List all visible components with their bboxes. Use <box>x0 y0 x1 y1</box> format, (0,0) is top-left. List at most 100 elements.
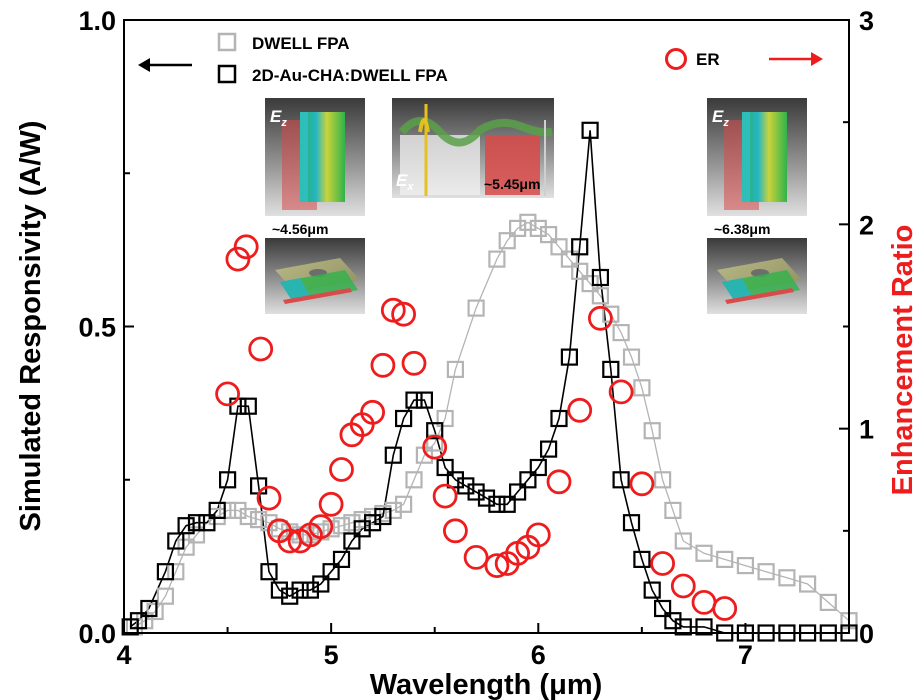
inset-left-wavelength-label: ~4.56μm <box>272 221 328 237</box>
legend-marker-er <box>665 48 687 70</box>
data-point-square <box>571 262 589 280</box>
data-point-square <box>539 440 558 458</box>
data-point-square <box>612 471 630 489</box>
y-axis-title: Simulated Responsivity (A/W) <box>15 121 47 532</box>
data-point-circle <box>370 352 396 378</box>
data-point-square <box>498 232 516 250</box>
left-axis-arrow-icon <box>138 58 192 72</box>
y2-tick-label: 3 <box>859 6 874 36</box>
data-point-square <box>643 422 661 440</box>
data-point-square <box>498 495 516 513</box>
data-point-square <box>374 507 392 526</box>
x-tick-label: 6 <box>531 640 546 670</box>
data-point-circle <box>442 518 468 544</box>
data-point-square <box>426 422 444 440</box>
series-line-1 <box>129 130 849 634</box>
legend-label-er: ER <box>696 50 720 69</box>
data-point-square <box>156 587 174 605</box>
inset-left-structure <box>265 238 365 314</box>
inset-left-field-label: Ez <box>270 107 287 129</box>
data-point-square <box>633 550 651 569</box>
data-point-square <box>436 458 454 477</box>
inset-right-field: Ez <box>707 98 807 216</box>
data-point-circle <box>432 483 458 509</box>
data-point-square <box>653 599 672 618</box>
data-point-square <box>415 391 433 409</box>
legend-marker-dwell <box>217 32 237 52</box>
data-point-square <box>581 275 599 293</box>
data-point-square <box>436 409 454 428</box>
y2-tick-label: 0 <box>859 619 874 649</box>
data-point-square <box>260 563 278 581</box>
data-point-circle <box>484 553 510 578</box>
data-point-circle <box>256 485 282 511</box>
data-point-square <box>353 510 371 529</box>
data-point-circle <box>308 514 334 540</box>
y2-tick-label: 1 <box>859 415 874 445</box>
inset-left-field: Ez <box>265 98 365 216</box>
data-point-circle <box>233 234 259 260</box>
data-point-square <box>591 287 610 305</box>
x-axis-title: Wavelength (μm) <box>370 669 603 700</box>
legend-label-2d-au-cha: 2D-Au-CHA:DWELL FPA <box>252 66 448 85</box>
legend-label-dwell: DWELL FPA <box>252 34 350 53</box>
data-point-square <box>757 563 775 581</box>
data-point-square <box>612 324 630 342</box>
data-point-square <box>395 409 413 428</box>
legend: DWELL FPA 2D-Au-CHA:DWELL FPA ER <box>138 32 823 85</box>
data-point-square <box>395 495 413 513</box>
data-point-circle <box>670 573 696 599</box>
data-point-circle <box>215 381 241 407</box>
y-tick-label: 0.5 <box>78 313 116 343</box>
data-point-square <box>239 507 257 526</box>
data-point-square <box>550 238 568 256</box>
data-point-square <box>146 602 164 621</box>
data-point-circle <box>401 350 427 376</box>
data-point-square <box>364 514 382 532</box>
data-point-circle <box>525 522 551 548</box>
data-point-circle <box>588 305 613 331</box>
data-point-square <box>519 471 537 489</box>
data-point-square <box>550 409 568 428</box>
inset-right-field-label: Ez <box>712 107 729 129</box>
data-point-square <box>129 612 148 630</box>
right-axis-arrow-icon <box>769 52 823 66</box>
data-point-circle <box>225 246 251 272</box>
data-point-square <box>281 587 299 605</box>
data-point-square <box>571 238 589 256</box>
data-point-square <box>239 397 257 415</box>
data-point-square <box>167 532 185 550</box>
data-point-square <box>140 599 158 618</box>
data-point-circle <box>463 545 489 570</box>
data-point-square <box>560 250 579 268</box>
data-point-square <box>198 514 216 532</box>
data-point-square <box>509 219 527 237</box>
data-point-square <box>467 299 485 317</box>
data-point-square <box>560 348 579 366</box>
data-point-square <box>519 213 537 231</box>
data-point-square <box>250 510 268 529</box>
data-point-square <box>156 563 174 581</box>
data-point-square <box>177 517 195 535</box>
y-tick-label: 1.0 <box>78 6 116 36</box>
data-point-square <box>819 593 837 612</box>
data-point-circle <box>318 491 344 517</box>
inset-right-wavelength-label: ~6.38μm <box>714 221 770 237</box>
data-point-square <box>653 471 672 489</box>
legend-marker-2d-au-cha <box>217 64 237 84</box>
data-point-square <box>674 532 692 550</box>
data-point-square <box>488 250 506 268</box>
data-point-square <box>219 471 237 489</box>
data-point-square <box>778 569 796 587</box>
data-point-square <box>208 501 226 519</box>
data-point-square <box>384 501 402 519</box>
data-point-square <box>167 563 185 581</box>
data-point-square <box>322 563 340 581</box>
data-point-square <box>695 618 713 636</box>
x-tick-label: 4 <box>116 640 131 670</box>
data-point-circle <box>546 469 572 495</box>
data-point-square <box>622 514 641 532</box>
data-point-square <box>622 348 641 366</box>
inset-middle-wavelength-label: ~5.45μm <box>484 176 540 192</box>
